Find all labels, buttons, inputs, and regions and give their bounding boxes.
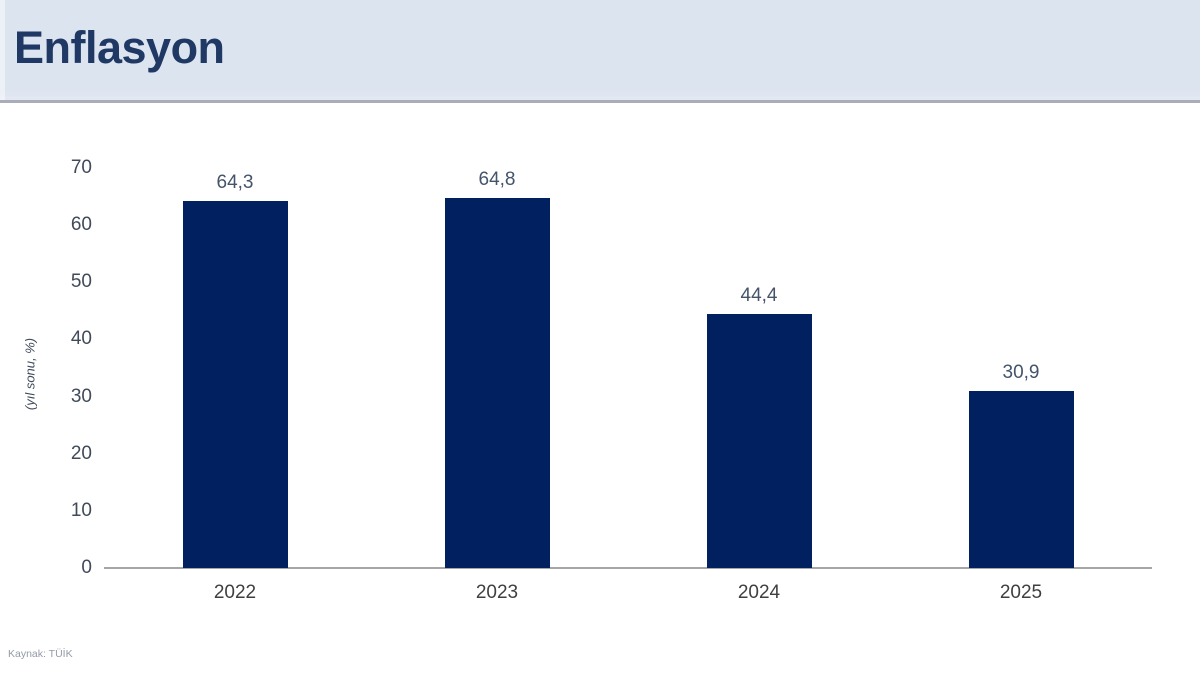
x-axis-category-label: 2024 (737, 582, 781, 603)
bar-2022 (182, 200, 288, 568)
y-axis-tick-label: 20 (70, 442, 92, 464)
bar-2025 (968, 391, 1074, 568)
bar-value-label: 44,4 (740, 285, 778, 307)
bar-2023 (444, 197, 550, 568)
x-axis-category-label: 2022 (213, 582, 257, 603)
y-axis-tick-label: 50 (70, 271, 92, 293)
bar-value-label: 64,8 (478, 168, 516, 190)
y-axis-tick-label: 0 (81, 557, 92, 578)
bar-2024 (706, 314, 812, 568)
y-axis-tick-label: 70 (70, 157, 92, 178)
y-axis-tick-label: 10 (70, 499, 92, 521)
y-axis-tick-label: 40 (70, 328, 92, 350)
x-axis-line (104, 567, 1152, 569)
bar-value-label: 64,3 (216, 171, 254, 193)
slide-header: Enflasyon (0, 0, 1200, 103)
y-axis-tick-label: 30 (70, 385, 92, 407)
x-axis-category-label: 2023 (475, 582, 519, 603)
x-axis-category-label: 2025 (999, 582, 1043, 603)
bar-value-label: 30,9 (1002, 362, 1040, 384)
source-note: Kaynak: TÜİK (8, 648, 73, 660)
page-title: Enflasyon (14, 22, 225, 73)
y-axis-tick-label: 60 (70, 214, 92, 236)
y-axis-title: (yıl sonu, %) (22, 337, 38, 411)
plot-area: 0 10 20 30 40 50 60 70 64,3 2022 64,8 2023 44,4 2024 3… (71, 157, 1152, 603)
